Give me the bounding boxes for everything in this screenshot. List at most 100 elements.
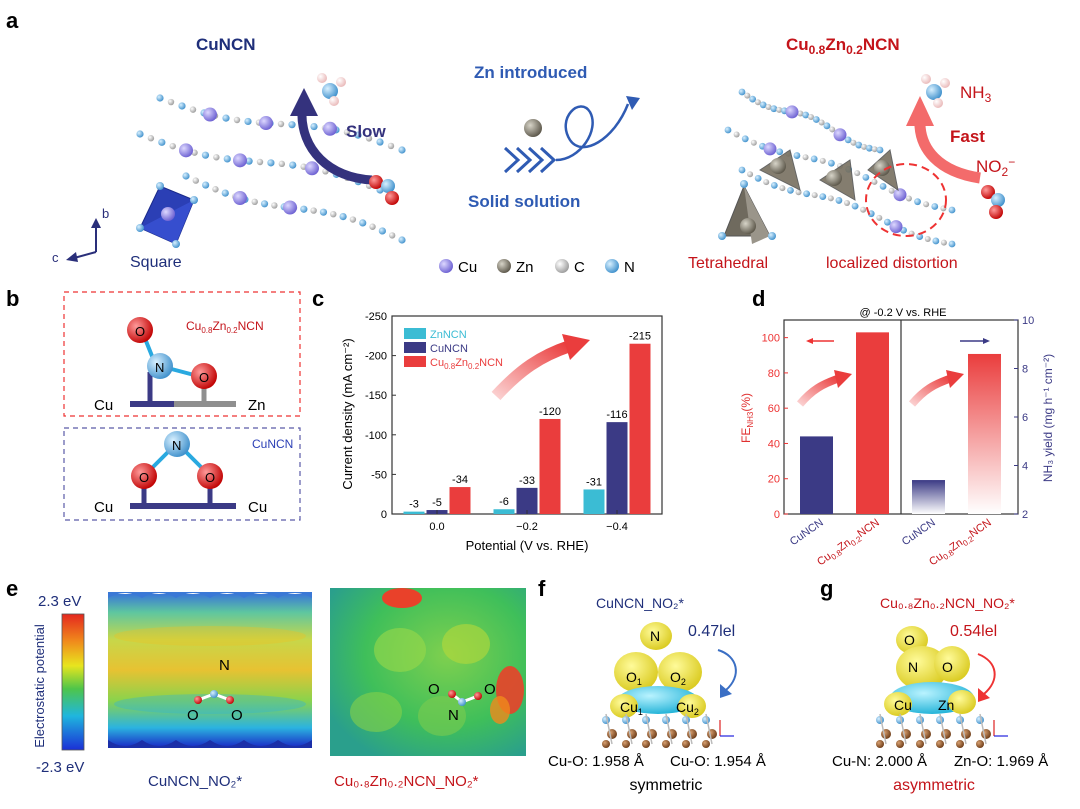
lattice-bond xyxy=(959,713,967,745)
chain-atom xyxy=(916,233,924,240)
chain-atom xyxy=(905,195,912,202)
chain-atom xyxy=(738,88,746,96)
legend-label-c: C xyxy=(574,259,585,276)
bar-value-label: -34 xyxy=(452,474,468,486)
panel-letter-e: e xyxy=(6,576,18,601)
xtick-label-d: CuNCN xyxy=(788,517,826,549)
atom-n: N xyxy=(155,360,164,375)
chain-atom xyxy=(854,170,861,177)
chain-atom xyxy=(223,155,231,163)
top-cu-label: Cu xyxy=(94,397,113,414)
lattice-bond xyxy=(685,713,693,745)
lattice-br-atom xyxy=(881,729,891,739)
bar-value-label: -33 xyxy=(519,475,535,487)
ytick-label-left: 20 xyxy=(768,474,780,486)
panel-f-atom-cu2: Cu2 xyxy=(676,699,699,717)
chain-atom xyxy=(819,157,826,164)
square-polyhedron xyxy=(136,182,198,248)
lattice-br-atom xyxy=(916,740,924,748)
axis-b-label: b xyxy=(102,206,109,221)
chain-atom xyxy=(738,166,746,174)
panel-f-charge: 0.47lel xyxy=(688,623,735,640)
chain-atom xyxy=(388,232,396,239)
chain-atom xyxy=(343,129,351,136)
panel-f-atom-o2: O2 xyxy=(670,669,686,687)
legend-swatch-c xyxy=(555,259,569,273)
panel-f-charge-arrow-head xyxy=(720,684,732,698)
chain-atom xyxy=(776,106,783,113)
panel-g-atom-o2: O xyxy=(942,659,953,675)
cu-atom xyxy=(893,188,907,202)
panel-letter-b: b xyxy=(6,286,19,311)
atom-n-2: N xyxy=(172,438,181,453)
zn-atom-chain-1 xyxy=(770,158,786,174)
ytick-label-right: 4 xyxy=(1022,461,1028,473)
panel-letter-c: c xyxy=(312,286,324,311)
legend-label-zn: Zn xyxy=(516,259,534,276)
chain-atom xyxy=(300,205,308,213)
chain-atom xyxy=(202,181,210,189)
chain-atom xyxy=(267,159,275,167)
lattice-bond xyxy=(979,713,987,745)
chart-d-right-ylabel: NH₃ yield (mg h⁻¹ cm⁻²) xyxy=(1041,354,1055,482)
panel-f-charge-arrow xyxy=(717,649,737,691)
chain-atom xyxy=(835,197,843,204)
chart-c-yticks: 0 -50 -100 -150 -200 -250 xyxy=(365,311,396,521)
fast-arrow-head xyxy=(906,96,934,126)
chain-atom xyxy=(924,236,931,243)
panel-f: f CuNCN_NO₂* 0.47lel N O1 O2 Cu1 Cu2 Cu-… xyxy=(538,576,766,794)
chain-atom xyxy=(744,92,751,99)
xtick-label: −0.2 xyxy=(516,521,538,533)
chart-d-yticks-left: 0 20 40 60 80 100 xyxy=(762,333,788,521)
lattice-br-atom xyxy=(622,740,630,748)
panel-g-charge-arrow xyxy=(977,653,996,695)
bar-CuNCN xyxy=(606,422,628,514)
legend-swatch-zn xyxy=(497,259,511,273)
chart-c-xticks: 0.0 −0.2 −0.4 xyxy=(429,510,628,533)
chain-atom xyxy=(378,227,386,235)
fast-arrow xyxy=(914,117,981,184)
bar-value-label: -6 xyxy=(499,496,509,508)
lattice-br-atom xyxy=(607,729,617,739)
chain-atom xyxy=(278,160,286,168)
lattice-bond xyxy=(919,713,927,745)
chain-atom xyxy=(256,158,264,166)
panel-f-title: CuNCN_NO₂* xyxy=(596,595,684,611)
lattice-br-atom xyxy=(901,729,911,739)
chart-d-left-ylabel: FENH3(%) xyxy=(739,393,755,443)
ytick-label-right: 8 xyxy=(1022,364,1028,376)
lattice-br-atom xyxy=(647,729,657,739)
chain-atom xyxy=(182,172,190,180)
slow-label: Slow xyxy=(346,122,386,141)
trend-arrow-d-right xyxy=(908,374,954,407)
fe-bar xyxy=(856,332,889,514)
chain-atom xyxy=(376,138,384,146)
ytick-label: 0 xyxy=(381,509,387,521)
legend-swatch xyxy=(404,328,426,339)
chain-atom xyxy=(763,179,770,186)
panel-g-charge-density xyxy=(876,626,1008,748)
yield-bar xyxy=(912,480,945,514)
chain-atom xyxy=(827,159,835,167)
chain-atom xyxy=(136,130,144,138)
chain-atom xyxy=(808,114,814,120)
bar-value-label: -3 xyxy=(409,499,419,511)
lattice-br-atom xyxy=(602,740,610,748)
chain-atom xyxy=(914,198,921,206)
chain-atom xyxy=(860,206,867,213)
chain-atom xyxy=(844,136,852,144)
chain-atom xyxy=(932,237,940,245)
fast-label: Fast xyxy=(950,127,985,146)
chain-atom xyxy=(741,135,749,143)
cu-atom xyxy=(833,128,847,142)
bottom-box-label: CuNCN xyxy=(252,437,293,451)
chain-atom xyxy=(765,104,772,111)
legend-label: CuNCN xyxy=(430,343,468,355)
chain-atom xyxy=(779,185,786,192)
chain-atom xyxy=(862,173,870,181)
cu-atom xyxy=(233,153,247,168)
lattice-br-atom xyxy=(702,740,710,748)
chain-atom xyxy=(251,198,258,206)
